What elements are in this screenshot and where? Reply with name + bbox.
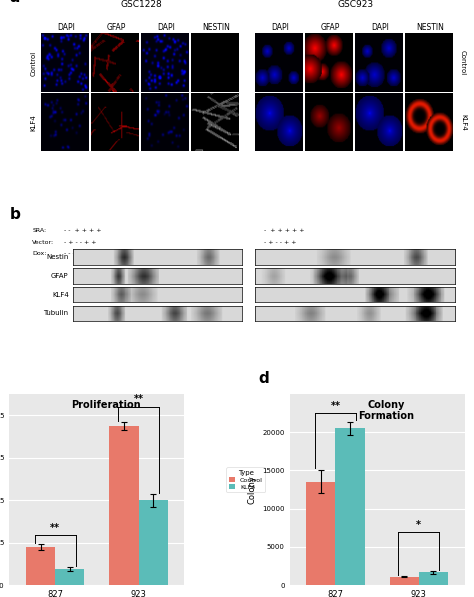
Text: Colony
Formation: Colony Formation	[358, 400, 414, 421]
Text: **: **	[50, 522, 60, 533]
Text: KLF4: KLF4	[52, 291, 69, 297]
Text: GFAP: GFAP	[51, 273, 69, 279]
Text: - + - - + +: - + - - + +	[64, 240, 97, 245]
Text: Tubulin: Tubulin	[44, 310, 69, 316]
Bar	[109, 426, 139, 585]
Text: Nestin: Nestin	[46, 254, 69, 260]
Text: a: a	[9, 0, 20, 5]
Text: Vector:: Vector:	[32, 240, 55, 245]
Text: NESTIN: NESTIN	[202, 23, 230, 32]
Text: DAPI: DAPI	[57, 23, 75, 32]
Bar	[306, 482, 335, 585]
Text: SRA:: SRA:	[32, 228, 46, 233]
Text: DAPI: DAPI	[157, 23, 175, 32]
Text: - + - - + +: - + - - + +	[264, 240, 297, 245]
Text: - - - + - +: - - - + - +	[64, 251, 93, 257]
Text: Control: Control	[460, 51, 466, 76]
Bar	[390, 577, 419, 585]
Text: GSC923: GSC923	[337, 0, 374, 8]
Text: - -  + + + +: - - + + + +	[64, 228, 101, 233]
Bar	[335, 429, 365, 585]
Text: d: d	[258, 371, 269, 386]
Text: NESTIN: NESTIN	[417, 23, 444, 32]
Text: - - - + - +: - - - + - +	[264, 251, 294, 257]
Text: **: **	[330, 401, 340, 411]
Text: KLF4: KLF4	[460, 114, 466, 131]
Bar	[139, 500, 168, 585]
Text: -  + + + + +: - + + + + +	[264, 228, 305, 233]
Text: GFAP: GFAP	[107, 23, 126, 32]
Text: Proliferation: Proliferation	[71, 400, 141, 410]
Text: GFAP: GFAP	[320, 23, 340, 32]
Text: KLF4: KLF4	[31, 114, 37, 131]
Text: Dox:: Dox:	[32, 251, 46, 257]
Bar	[419, 572, 448, 585]
Text: DAPI: DAPI	[271, 23, 289, 32]
Legend: Control, KLF4: Control, KLF4	[226, 467, 265, 493]
Y-axis label: Colony: Colony	[247, 475, 256, 504]
Bar	[26, 547, 55, 585]
Text: *: *	[416, 520, 421, 530]
Bar	[55, 569, 84, 585]
Text: DAPI: DAPI	[372, 23, 389, 32]
Text: **: **	[134, 394, 144, 404]
Text: b: b	[9, 207, 20, 222]
Text: Control: Control	[31, 51, 37, 76]
Text: GSC1228: GSC1228	[120, 0, 162, 8]
